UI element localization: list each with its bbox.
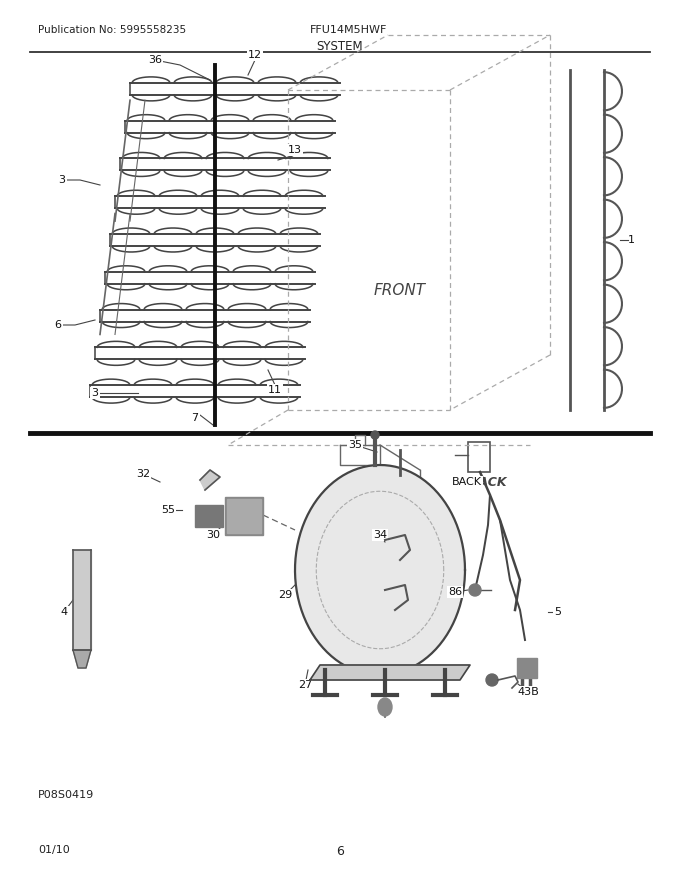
Text: SYSTEM: SYSTEM [317,40,363,53]
Text: Publication No: 5995558235: Publication No: 5995558235 [38,25,186,35]
Text: 55: 55 [161,505,175,515]
Text: 4: 4 [61,607,67,617]
Text: 5: 5 [554,607,562,617]
Text: 29: 29 [278,590,292,600]
Text: 34: 34 [373,530,387,540]
Text: 11: 11 [268,385,282,395]
Bar [227,499,261,533]
Text: 36: 36 [148,55,162,65]
Bar [195,505,223,527]
Text: 7: 7 [192,413,199,423]
Circle shape [486,674,498,686]
Text: FFU14M5HWF: FFU14M5HWF [310,25,388,35]
Polygon shape [73,650,91,668]
Text: 6: 6 [336,845,344,858]
Bar [517,658,537,678]
Bar [73,550,91,650]
Text: P08S0419: P08S0419 [38,790,95,800]
Bar [225,497,263,535]
Text: 35: 35 [348,440,362,450]
Ellipse shape [378,698,392,716]
Text: 43B: 43B [517,687,539,697]
Text: BACK: BACK [470,475,507,488]
Text: 3: 3 [58,175,65,185]
Text: BACK: BACK [452,477,482,487]
Text: 1: 1 [628,235,635,245]
Text: 86: 86 [448,587,462,597]
Circle shape [371,431,379,439]
Text: FRONT: FRONT [374,282,426,297]
Text: 30: 30 [206,530,220,540]
Text: 01/10: 01/10 [38,845,70,855]
Text: 27: 27 [298,680,312,690]
Text: 32: 32 [136,469,150,479]
Circle shape [469,584,481,596]
Polygon shape [295,465,465,675]
Text: 3: 3 [92,388,99,398]
Bar [468,442,490,472]
Text: 13: 13 [288,145,302,155]
Polygon shape [310,665,470,680]
Polygon shape [200,470,220,490]
Text: 12: 12 [248,50,262,60]
Text: 6: 6 [54,320,61,330]
